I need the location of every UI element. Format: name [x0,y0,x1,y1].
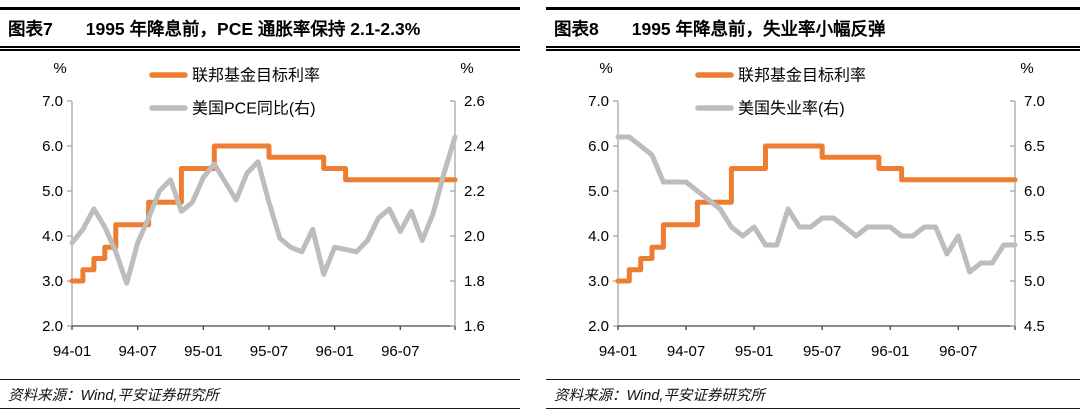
source-note: 资料来源：Wind,平安证券研究所 [0,379,520,409]
right-axis-unit: % [1020,60,1033,77]
chart-unemployment: 7.0 6.0 5.0 4.0 3.0 2.0 7.0 6.5 6.0 5.5 5.0 4.5 94-0… [546,53,1080,369]
legend-label: 美国失业率(右) [738,100,845,118]
x-axis-tick-label: 94-07 [667,343,705,360]
line-chart-svg: 7.0 6.0 5.0 4.0 3.0 2.0 7.0 6.5 6.0 5.5 5.0 4.5 94-0… [588,60,1045,360]
figure-title-bar: 图表8 1995 年降息前，失业率小幅反弹 [546,7,1080,51]
fed-funds-target-rate-line [69,143,458,284]
x-axis-tick-label: 94-01 [599,343,637,360]
source-text: 资料来源：Wind,平安证券研究所 [8,388,219,404]
right-axis-tick-label: 5.0 [1024,273,1045,290]
right-axis-tick-label: 1.6 [464,318,485,335]
figure-title-bar: 图表7 1995 年降息前，PCE 通胀率保持 2.1-2.3% [0,7,520,51]
left-axis-tick-label: 3.0 [42,273,63,290]
right-axis-tick-label: 4.5 [1024,318,1045,335]
left-axis-tick-label: 2.0 [588,318,609,335]
legend-label: 美国PCE同比(右) [192,100,316,118]
left-axis-tick-label: 4.0 [42,228,63,245]
x-axis-tick-label: 95-01 [735,343,773,360]
figure-panel-7: 图表7 1995 年降息前，PCE 通胀率保持 2.1-2.3% 7.0 6.0 5… [0,7,520,414]
x-axis-tick-label: 96-07 [381,343,419,360]
source-note: 资料来源：Wind,平安证券研究所 [546,379,1080,409]
x-axis-tick-label: 96-01 [315,343,353,360]
right-axis-tick-label: 5.5 [1024,228,1045,245]
x-axis-tick-label: 94-01 [53,343,91,360]
figure-title: 1995 年降息前，PCE 通胀率保持 2.1-2.3% [85,19,421,39]
right-axis-tick-label: 6.5 [1024,138,1045,155]
x-axis-tick-label: 95-07 [803,343,841,360]
left-axis-tick-label: 6.0 [42,138,63,155]
left-axis-tick-label: 2.0 [42,318,63,335]
x-axis-tick-label: 96-07 [939,343,977,360]
right-axis-tick-label: 2.0 [464,228,485,245]
x-axis-tick-label: 96-01 [871,343,909,360]
line-chart-svg: 7.0 6.0 5.0 4.0 3.0 2.0 2.6 2.4 2.2 2.0 1.8 1.6 94-0… [42,60,485,360]
right-axis-unit: % [460,60,473,77]
left-axis-tick-label: 5.0 [42,183,63,200]
left-axis-tick-label: 4.0 [588,228,609,245]
left-axis-tick-label: 6.0 [588,138,609,155]
right-axis-tick-label: 7.0 [1024,93,1045,110]
x-axis-tick-label: 95-01 [184,343,222,360]
us-unemployment-rate-line [615,134,1018,275]
left-axis-tick-label: 7.0 [588,93,609,110]
us-pce-yoy-line [69,134,458,286]
source-text: 资料来源：Wind,平安证券研究所 [554,388,765,404]
left-axis-tick-label: 5.0 [588,183,609,200]
right-axis-tick-label: 1.8 [464,273,485,290]
legend-label: 联邦基金目标利率 [192,67,320,85]
x-axis-tick-label: 95-07 [250,343,288,360]
left-axis-unit: % [53,60,66,77]
right-axis-tick-label: 2.4 [464,138,485,155]
figure-number: 图表8 [554,19,599,39]
x-axis-tick-label: 94-07 [118,343,156,360]
right-axis-tick-label: 2.6 [464,93,485,110]
left-axis-unit: % [599,60,612,77]
figure-title: 1995 年降息前，失业率小幅反弹 [631,19,886,39]
legend-label: 联邦基金目标利率 [738,67,866,85]
figure-panel-8: 图表8 1995 年降息前，失业率小幅反弹 7.0 6.0 5.0 4.0 3.0 2.0… [546,7,1080,414]
right-axis-tick-label: 2.2 [464,183,485,200]
fed-funds-target-rate-line [615,143,1018,284]
right-axis-tick-label: 6.0 [1024,183,1045,200]
figure-number: 图表7 [8,19,53,39]
left-axis-tick-label: 7.0 [42,93,63,110]
left-axis-tick-label: 3.0 [588,273,609,290]
chart-pce-inflation: 7.0 6.0 5.0 4.0 3.0 2.0 2.6 2.4 2.2 2.0 1.8 1.6 94-0… [0,53,520,369]
